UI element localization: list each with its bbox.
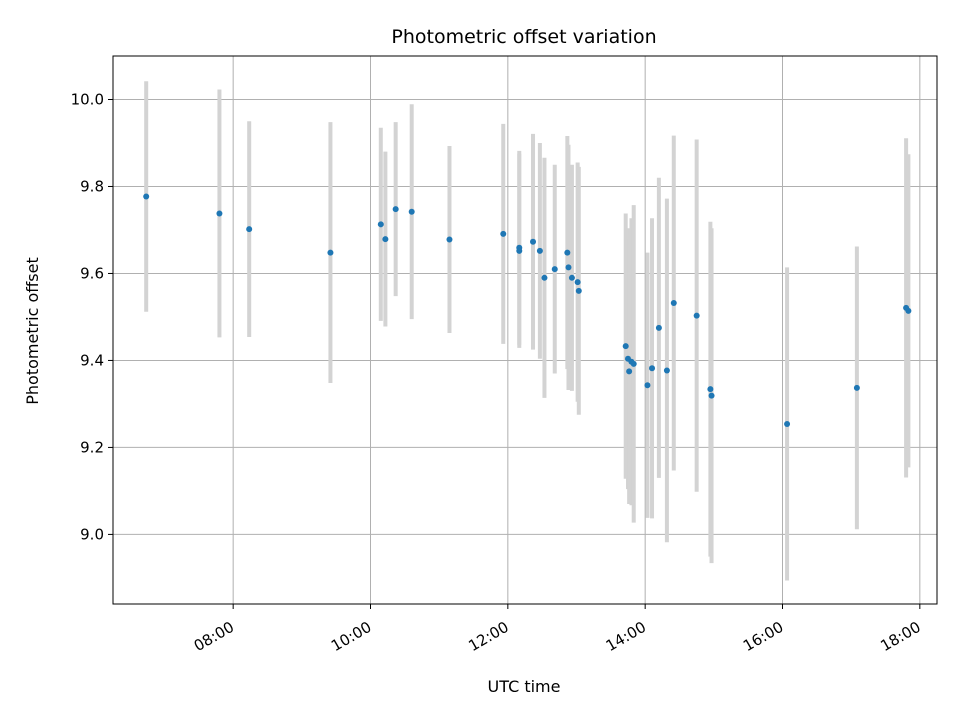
data-point: [541, 274, 548, 281]
data-point: [536, 247, 543, 254]
data-point: [392, 206, 399, 213]
plot-frame: [112, 55, 938, 605]
data-point: [564, 249, 571, 256]
data-point: [500, 230, 507, 237]
data-point: [551, 266, 558, 273]
data-point: [622, 343, 629, 350]
data-point: [626, 368, 633, 375]
data-point: [516, 247, 523, 254]
chart-title: Photometric offset variation: [391, 26, 656, 48]
y-tick-label: 9.2: [80, 438, 104, 456]
y-tick-label: 9.0: [80, 525, 104, 543]
data-point: [382, 236, 389, 243]
data-point: [630, 360, 637, 367]
data-point: [644, 382, 651, 389]
y-axis-ticks: 9.0 9.2 9.4 9.6 9.8 10.0: [71, 90, 113, 543]
data-point: [568, 274, 575, 281]
data-point: [693, 312, 700, 319]
grid: [113, 56, 937, 604]
data-point: [655, 324, 662, 331]
data-point: [565, 264, 572, 271]
data-point: [663, 367, 670, 374]
data-point: [143, 193, 150, 200]
data-point: [327, 249, 334, 256]
data-point: [707, 386, 714, 393]
data-points: [143, 193, 912, 427]
data-point: [708, 392, 715, 399]
y-axis-label: Photometric offset: [23, 257, 42, 405]
x-axis-label: UTC time: [488, 677, 561, 696]
y-tick-label: 10.0: [71, 90, 104, 108]
data-point: [216, 210, 223, 217]
data-point: [530, 238, 537, 245]
y-tick-label: 9.4: [80, 351, 104, 369]
data-point: [377, 221, 384, 228]
data-point: [246, 226, 253, 233]
y-tick-label: 9.8: [80, 177, 104, 195]
data-point: [784, 420, 791, 427]
data-point: [905, 307, 912, 314]
y-tick-label: 9.6: [80, 264, 104, 282]
data-point: [574, 279, 581, 286]
data-point: [408, 208, 415, 215]
data-point: [649, 365, 656, 372]
data-point: [575, 287, 582, 294]
data-point: [446, 236, 453, 243]
data-point: [670, 300, 677, 307]
data-point: [853, 384, 860, 391]
